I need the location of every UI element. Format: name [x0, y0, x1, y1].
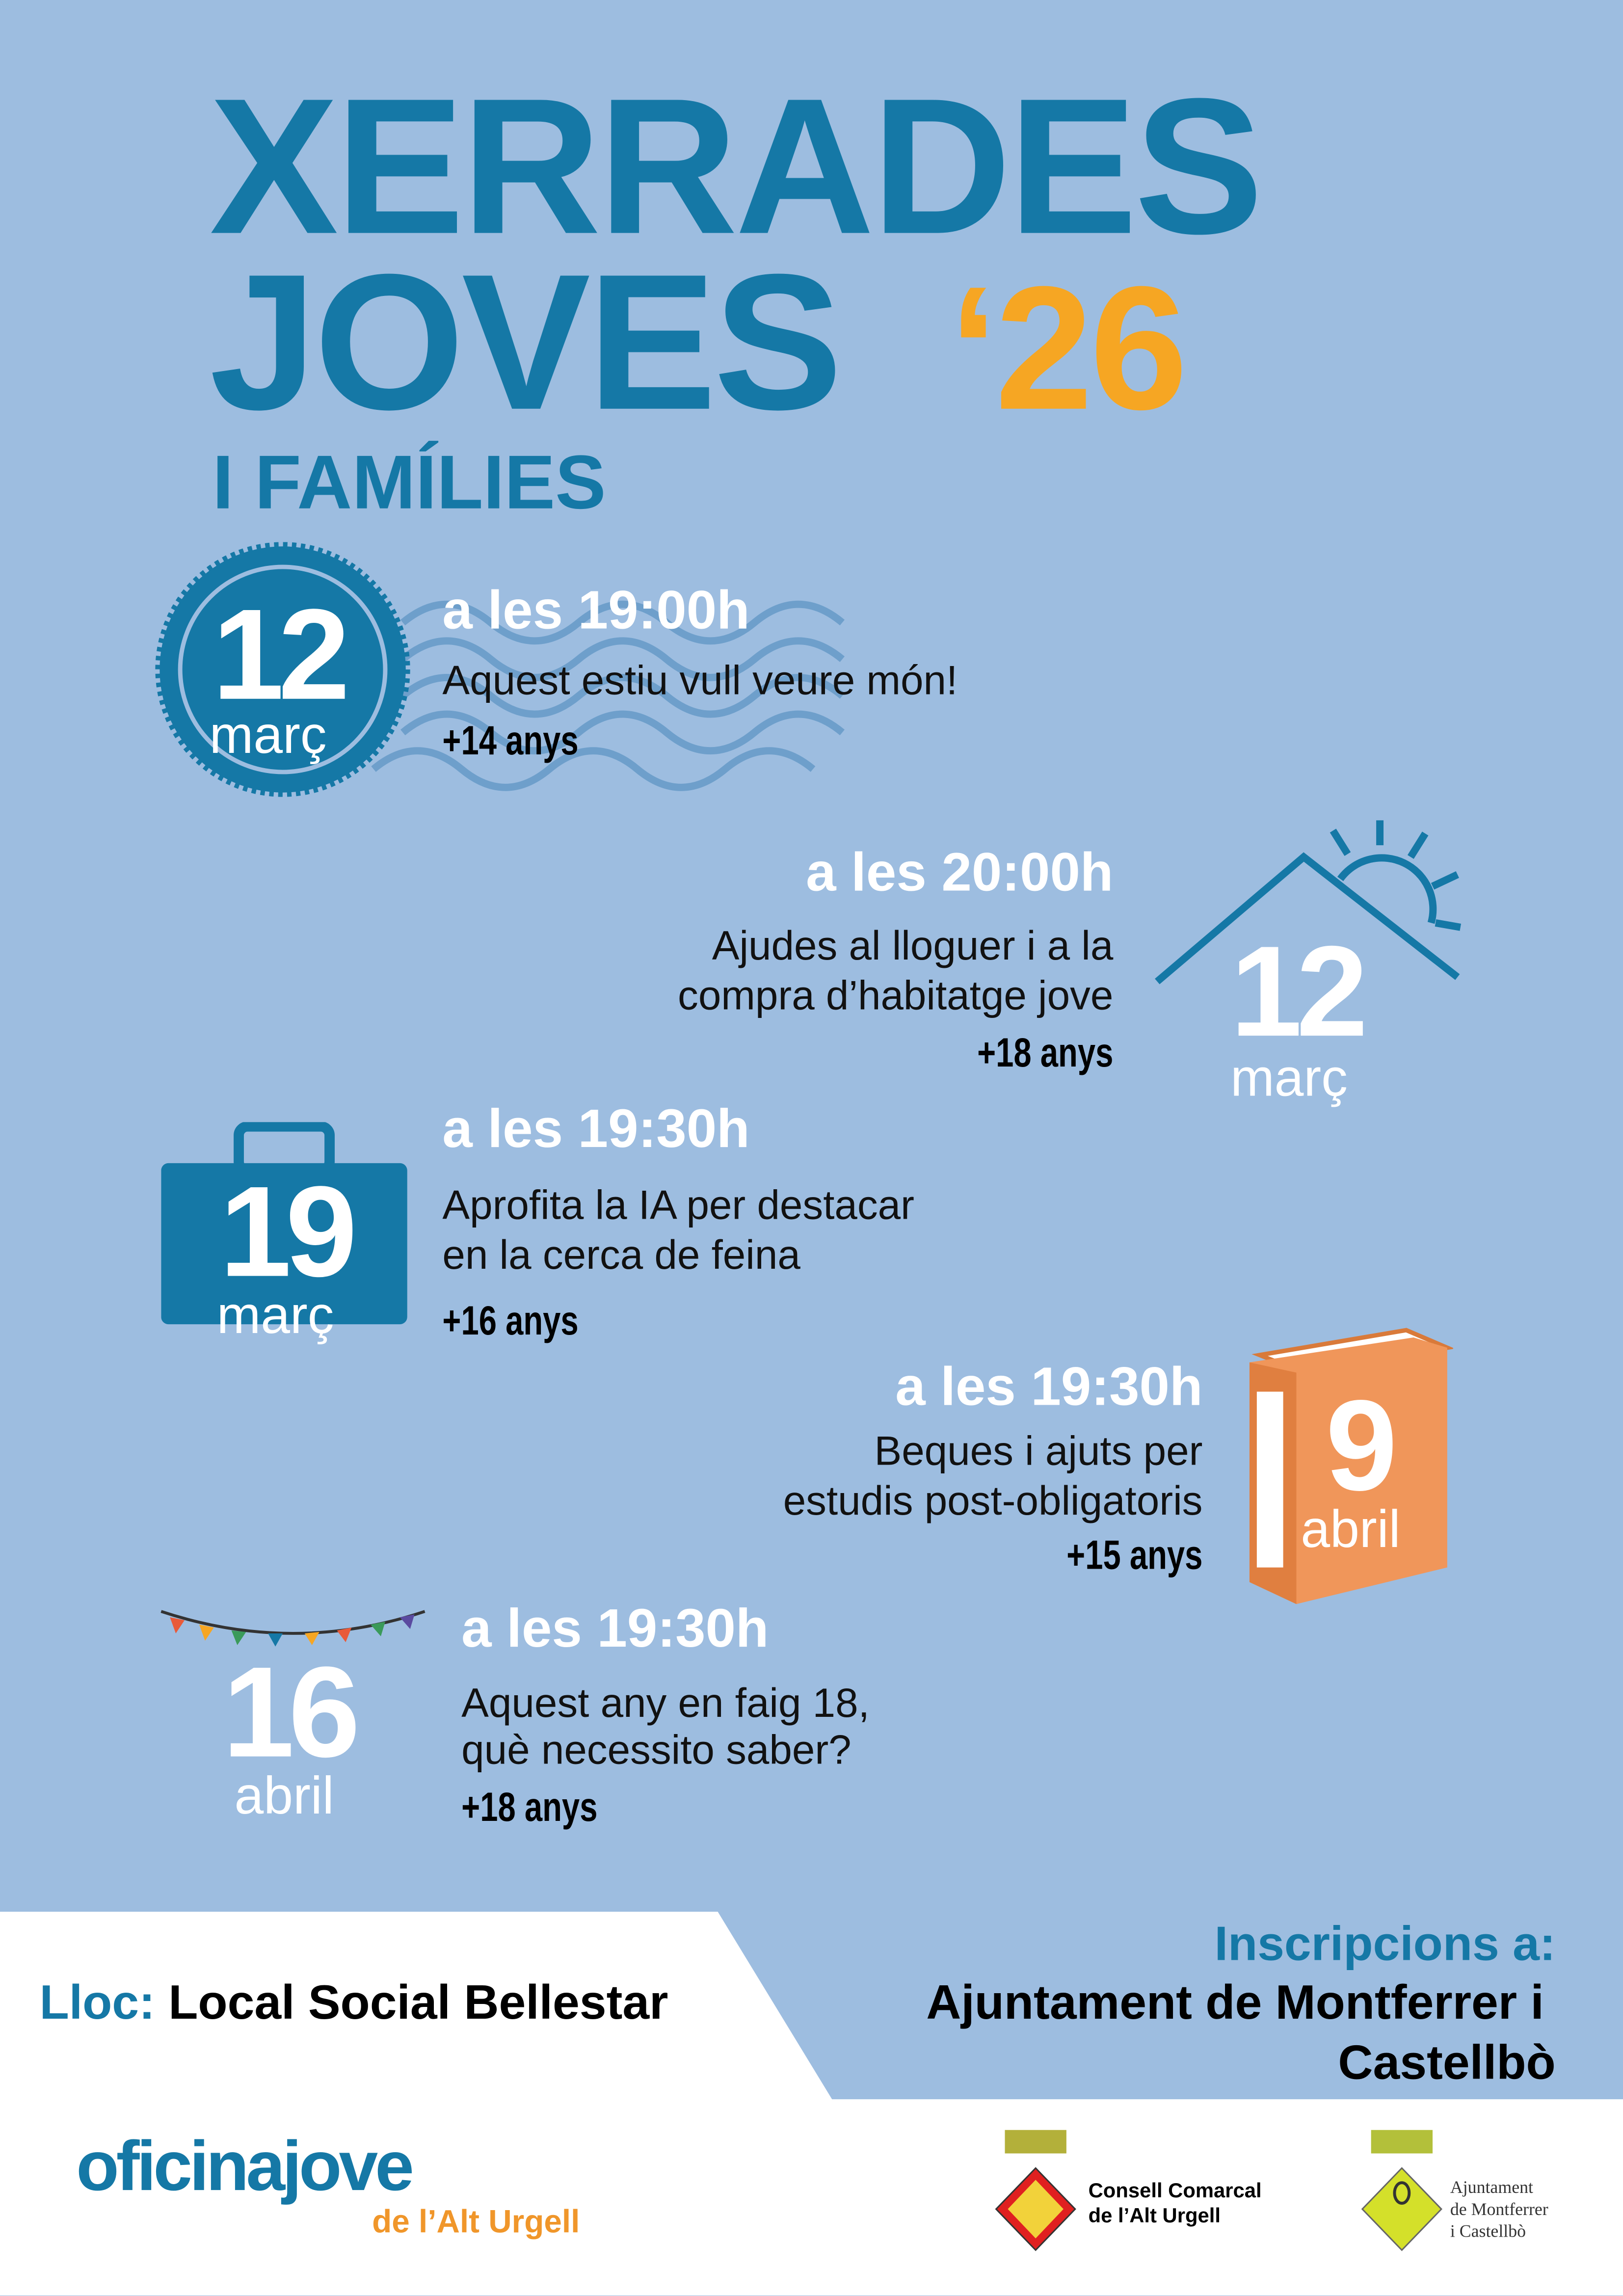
consell-comarcal-crest-icon [995, 2130, 1076, 2251]
event1-time: a les 19:00h [442, 580, 750, 641]
title-line2: JOVES [209, 234, 843, 450]
event3-month: març [216, 1284, 334, 1345]
event3-age: +16 anys [442, 1298, 579, 1343]
postmark-stamp-icon [155, 542, 845, 797]
oficina-jove-subtitle: de l’Alt Urgell [372, 2203, 580, 2240]
oficina-jove-logo: oficinajove [76, 2128, 414, 2206]
event2-age: +18 anys [977, 1030, 1114, 1075]
ajuntament-crest-icon [1361, 2130, 1443, 2251]
event5-title-line1: Aquest any en faig 18, [461, 1680, 870, 1726]
ajuntament-line2: de Montferrer [1450, 2199, 1548, 2219]
bunting-icon [160, 1610, 426, 1647]
ajuntament-text: Ajuntament de Montferrer i Castellbò [1450, 2177, 1548, 2243]
briefcase-icon [161, 1122, 407, 1325]
event5-title-line2: què necessito saber? [461, 1727, 851, 1773]
registration-line2: Castellbò [1338, 2034, 1556, 2089]
event1-title: Aquest estiu vull veure món! [442, 658, 958, 703]
title-year: ‘26 [949, 250, 1188, 447]
event3-time: a les 19:30h [442, 1098, 750, 1159]
event5-day: 16 [222, 1639, 360, 1785]
event1-day: 12 [212, 581, 350, 727]
event4-title-line1: Beques i ajuts per [874, 1428, 1203, 1474]
event2-month: març [1230, 1047, 1348, 1108]
event2-title-line1: Ajudes al lloguer i a la [712, 923, 1114, 968]
ajuntament-line3: i Castellbò [1450, 2220, 1526, 2242]
event4-day: 9 [1326, 1372, 1397, 1518]
consell-comarcal-text: Consell Comarcal de l’Alt Urgell [1089, 2178, 1262, 2228]
registration-line1: Ajuntament de Montferrer i [926, 1975, 1544, 2029]
book-icon [1249, 1328, 1453, 1604]
house-sun-icon [1155, 820, 1462, 985]
event2-time: a les 20:00h [806, 842, 1114, 903]
subtitle: I FAMÍLIES [212, 441, 606, 526]
event5-month: abril [234, 1765, 334, 1825]
event5-time: a les 19:30h [461, 1598, 769, 1658]
consell-line2: de l’Alt Urgell [1088, 2203, 1221, 2227]
location-value: Local Social Bellestar [168, 1975, 668, 2029]
event1-month: març [209, 704, 327, 765]
event4-title-line2: estudis post-obligatoris [783, 1478, 1203, 1524]
registration-label: Inscripcions a: [1214, 1916, 1556, 1971]
footer-background [0, 1912, 1623, 2296]
event5-age: +18 anys [461, 1784, 598, 1830]
event3-day: 19 [219, 1158, 357, 1304]
event2-title-line2: compra d’habitatge jove [678, 972, 1114, 1018]
event4-month: abril [1301, 1498, 1401, 1559]
event4-time: a les 19:30h [895, 1356, 1203, 1417]
event1-age: +14 anys [442, 718, 579, 764]
location: Lloc: Local Social Bellestar [40, 1975, 668, 2030]
ajuntament-line1: Ajuntament [1450, 2177, 1533, 2198]
event3-title-line2: en la cerca de feina [442, 1232, 800, 1278]
event2-day: 12 [1230, 918, 1368, 1064]
event4-age: +15 anys [1066, 1532, 1203, 1578]
title-line1: XERRADES [209, 58, 1263, 274]
event3-title-line1: Aprofita la IA per destacar [442, 1182, 915, 1228]
location-label: Lloc: [39, 1975, 155, 2029]
consell-line1: Consell Comarcal [1088, 2178, 1262, 2202]
